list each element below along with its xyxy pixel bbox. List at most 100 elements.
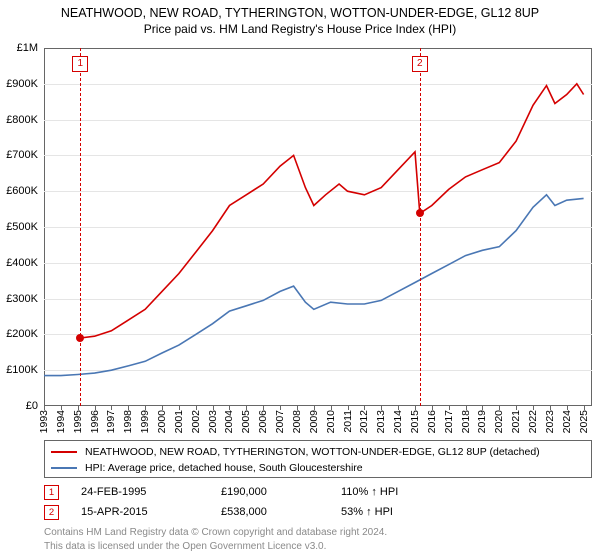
x-tick bbox=[280, 406, 281, 410]
x-tick bbox=[533, 406, 534, 410]
x-tick bbox=[179, 406, 180, 410]
series-property bbox=[80, 84, 583, 338]
x-tick bbox=[364, 406, 365, 410]
x-tick-label: 2011 bbox=[342, 410, 354, 433]
x-tick-label: 2002 bbox=[190, 410, 202, 433]
y-tick-label: £100K bbox=[6, 364, 38, 376]
sale-row-1: 1 24-FEB-1995 £190,000 110% ↑ HPI bbox=[44, 482, 592, 502]
sale-marker-2: 2 bbox=[44, 505, 59, 520]
sale-marker-box-1: 1 bbox=[72, 56, 88, 72]
title-block: NEATHWOOD, NEW ROAD, TYTHERINGTON, WOTTO… bbox=[0, 0, 600, 40]
x-tick-label: 2018 bbox=[460, 410, 472, 433]
x-tick-label: 2009 bbox=[308, 410, 320, 433]
x-tick bbox=[78, 406, 79, 410]
x-tick-label: 2001 bbox=[173, 410, 185, 433]
footer-line2: This data is licensed under the Open Gov… bbox=[44, 540, 592, 554]
y-tick-label: £1M bbox=[17, 42, 38, 54]
sale-marker-dot-2 bbox=[416, 209, 424, 217]
x-tick bbox=[482, 406, 483, 410]
x-tick-label: 2006 bbox=[257, 410, 269, 433]
y-tick-label: £300K bbox=[6, 293, 38, 305]
x-tick-label: 1996 bbox=[89, 410, 101, 433]
sale-marker-line-2 bbox=[420, 48, 421, 406]
x-tick-label: 2016 bbox=[426, 410, 438, 433]
x-tick-label: 2013 bbox=[375, 410, 387, 433]
x-tick bbox=[196, 406, 197, 410]
x-tick bbox=[381, 406, 382, 410]
series-hpi bbox=[44, 195, 584, 376]
x-tick bbox=[95, 406, 96, 410]
legend-item-property: NEATHWOOD, NEW ROAD, TYTHERINGTON, WOTTO… bbox=[51, 444, 585, 460]
x-tick bbox=[213, 406, 214, 410]
sale-marker-box-2: 2 bbox=[412, 56, 428, 72]
x-tick-label: 2020 bbox=[493, 410, 505, 433]
series-lines bbox=[44, 48, 592, 406]
sale-date-2: 15-APR-2015 bbox=[81, 506, 221, 518]
y-tick-label: £0 bbox=[26, 400, 38, 412]
x-tick-label: 2008 bbox=[291, 410, 303, 433]
x-tick bbox=[415, 406, 416, 410]
x-tick bbox=[145, 406, 146, 410]
x-tick-label: 2005 bbox=[240, 410, 252, 433]
legend-label-hpi: HPI: Average price, detached house, Sout… bbox=[85, 462, 363, 474]
legend-swatch-hpi bbox=[51, 467, 77, 469]
sale-row-2: 2 15-APR-2015 £538,000 53% ↑ HPI bbox=[44, 502, 592, 522]
x-tick bbox=[499, 406, 500, 410]
footer-line1: Contains HM Land Registry data © Crown c… bbox=[44, 526, 592, 540]
x-tick bbox=[128, 406, 129, 410]
x-tick-label: 2007 bbox=[274, 410, 286, 433]
x-tick bbox=[331, 406, 332, 410]
x-tick bbox=[449, 406, 450, 410]
y-tick-label: £800K bbox=[6, 114, 38, 126]
title-subtitle: Price paid vs. HM Land Registry's House … bbox=[8, 22, 592, 36]
x-tick-label: 2015 bbox=[409, 410, 421, 433]
x-tick-label: 1994 bbox=[55, 410, 67, 433]
y-tick-label: £700K bbox=[6, 149, 38, 161]
sales-table: 1 24-FEB-1995 £190,000 110% ↑ HPI 2 15-A… bbox=[44, 482, 592, 522]
legend-box: NEATHWOOD, NEW ROAD, TYTHERINGTON, WOTTO… bbox=[44, 440, 592, 478]
x-tick bbox=[348, 406, 349, 410]
x-tick bbox=[297, 406, 298, 410]
x-tick bbox=[246, 406, 247, 410]
x-tick bbox=[44, 406, 45, 410]
x-tick-label: 2025 bbox=[578, 410, 590, 433]
y-tick-label: £600K bbox=[6, 185, 38, 197]
x-tick-label: 2024 bbox=[561, 410, 573, 433]
x-tick-label: 1995 bbox=[72, 410, 84, 433]
x-tick-label: 2000 bbox=[156, 410, 168, 433]
x-tick bbox=[516, 406, 517, 410]
x-tick-label: 2023 bbox=[544, 410, 556, 433]
x-tick bbox=[466, 406, 467, 410]
x-tick bbox=[263, 406, 264, 410]
footer-attribution: Contains HM Land Registry data © Crown c… bbox=[44, 526, 592, 553]
y-tick-label: £900K bbox=[6, 78, 38, 90]
sale-price-1: £190,000 bbox=[221, 486, 341, 498]
chart-container: NEATHWOOD, NEW ROAD, TYTHERINGTON, WOTTO… bbox=[0, 0, 600, 560]
sale-marker-1: 1 bbox=[44, 485, 59, 500]
x-tick bbox=[567, 406, 568, 410]
sale-hpi-2: 53% ↑ HPI bbox=[341, 506, 491, 518]
x-tick bbox=[398, 406, 399, 410]
x-tick-label: 2014 bbox=[392, 410, 404, 433]
x-tick-label: 2010 bbox=[325, 410, 337, 433]
x-tick-label: 2022 bbox=[527, 410, 539, 433]
y-tick-label: £400K bbox=[6, 257, 38, 269]
sale-marker-line-1 bbox=[80, 48, 81, 406]
sale-date-1: 24-FEB-1995 bbox=[81, 486, 221, 498]
x-tick-label: 2004 bbox=[223, 410, 235, 433]
sale-hpi-1: 110% ↑ HPI bbox=[341, 486, 491, 498]
x-tick-label: 2021 bbox=[510, 410, 522, 433]
x-tick-label: 2012 bbox=[358, 410, 370, 433]
x-tick-label: 2019 bbox=[476, 410, 488, 433]
y-tick-label: £200K bbox=[6, 328, 38, 340]
x-tick bbox=[550, 406, 551, 410]
legend-label-property: NEATHWOOD, NEW ROAD, TYTHERINGTON, WOTTO… bbox=[85, 446, 540, 458]
x-tick bbox=[432, 406, 433, 410]
x-tick bbox=[584, 406, 585, 410]
x-tick-label: 1998 bbox=[122, 410, 134, 433]
x-tick-label: 1993 bbox=[38, 410, 50, 433]
sale-price-2: £538,000 bbox=[221, 506, 341, 518]
chart-area: £0£100K£200K£300K£400K£500K£600K£700K£80… bbox=[44, 48, 592, 406]
legend-item-hpi: HPI: Average price, detached house, Sout… bbox=[51, 460, 585, 476]
x-tick-label: 2017 bbox=[443, 410, 455, 433]
